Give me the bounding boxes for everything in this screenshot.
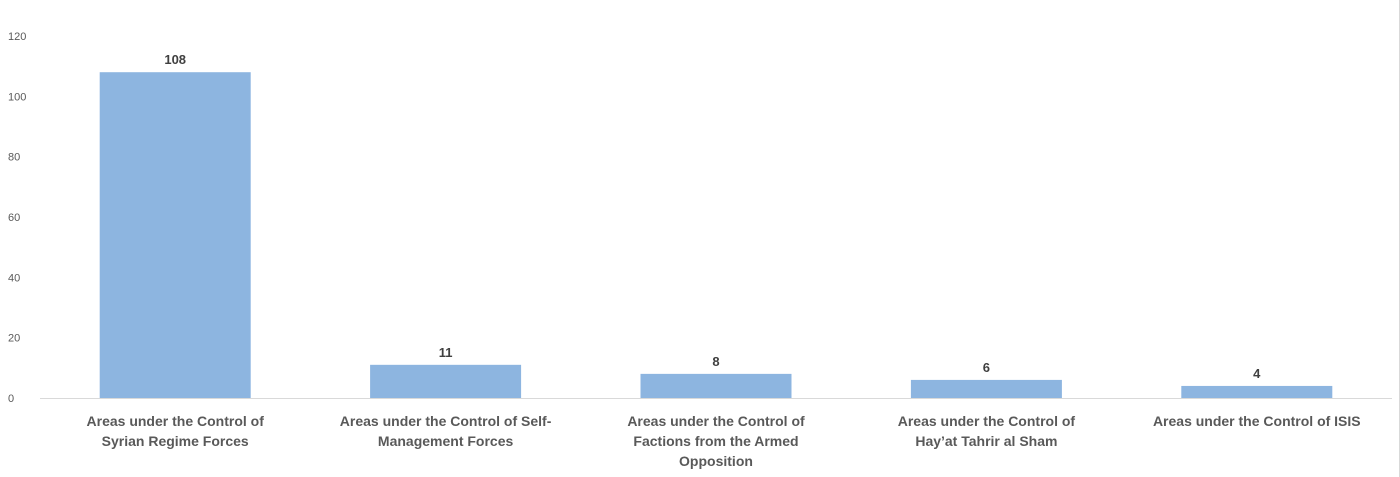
- y-tick-label: 0: [8, 393, 14, 405]
- bar: [910, 379, 1062, 398]
- y-tick-label: 40: [8, 272, 20, 284]
- data-label: 8: [712, 354, 719, 369]
- category-label: Areas under the Control of Self-: [340, 413, 552, 429]
- y-tick-label: 80: [8, 152, 20, 164]
- data-label: 4: [1253, 366, 1261, 381]
- category-label: Areas under the Control of: [87, 413, 265, 429]
- category-label: Factions from the Armed: [633, 433, 798, 449]
- bar: [1181, 385, 1333, 398]
- category-label: Areas under the Control of ISIS: [1153, 413, 1361, 429]
- category-label: Hay’at Tahrir al Sham: [915, 433, 1057, 449]
- bar: [640, 373, 792, 398]
- bar: [99, 72, 251, 398]
- category-label: Areas under the Control of: [898, 413, 1076, 429]
- category-label: Opposition: [679, 453, 753, 469]
- y-tick-label: 100: [8, 91, 26, 103]
- bar: [370, 364, 522, 398]
- y-tick-label: 120: [8, 31, 26, 43]
- data-label: 108: [164, 52, 186, 67]
- y-tick-label: 20: [8, 333, 20, 345]
- category-label: Areas under the Control of: [627, 413, 805, 429]
- category-label: Management Forces: [378, 433, 514, 449]
- y-tick-label: 60: [8, 212, 20, 224]
- data-label: 6: [983, 360, 990, 375]
- category-label: Syrian Regime Forces: [102, 433, 249, 449]
- data-label: 11: [439, 345, 453, 360]
